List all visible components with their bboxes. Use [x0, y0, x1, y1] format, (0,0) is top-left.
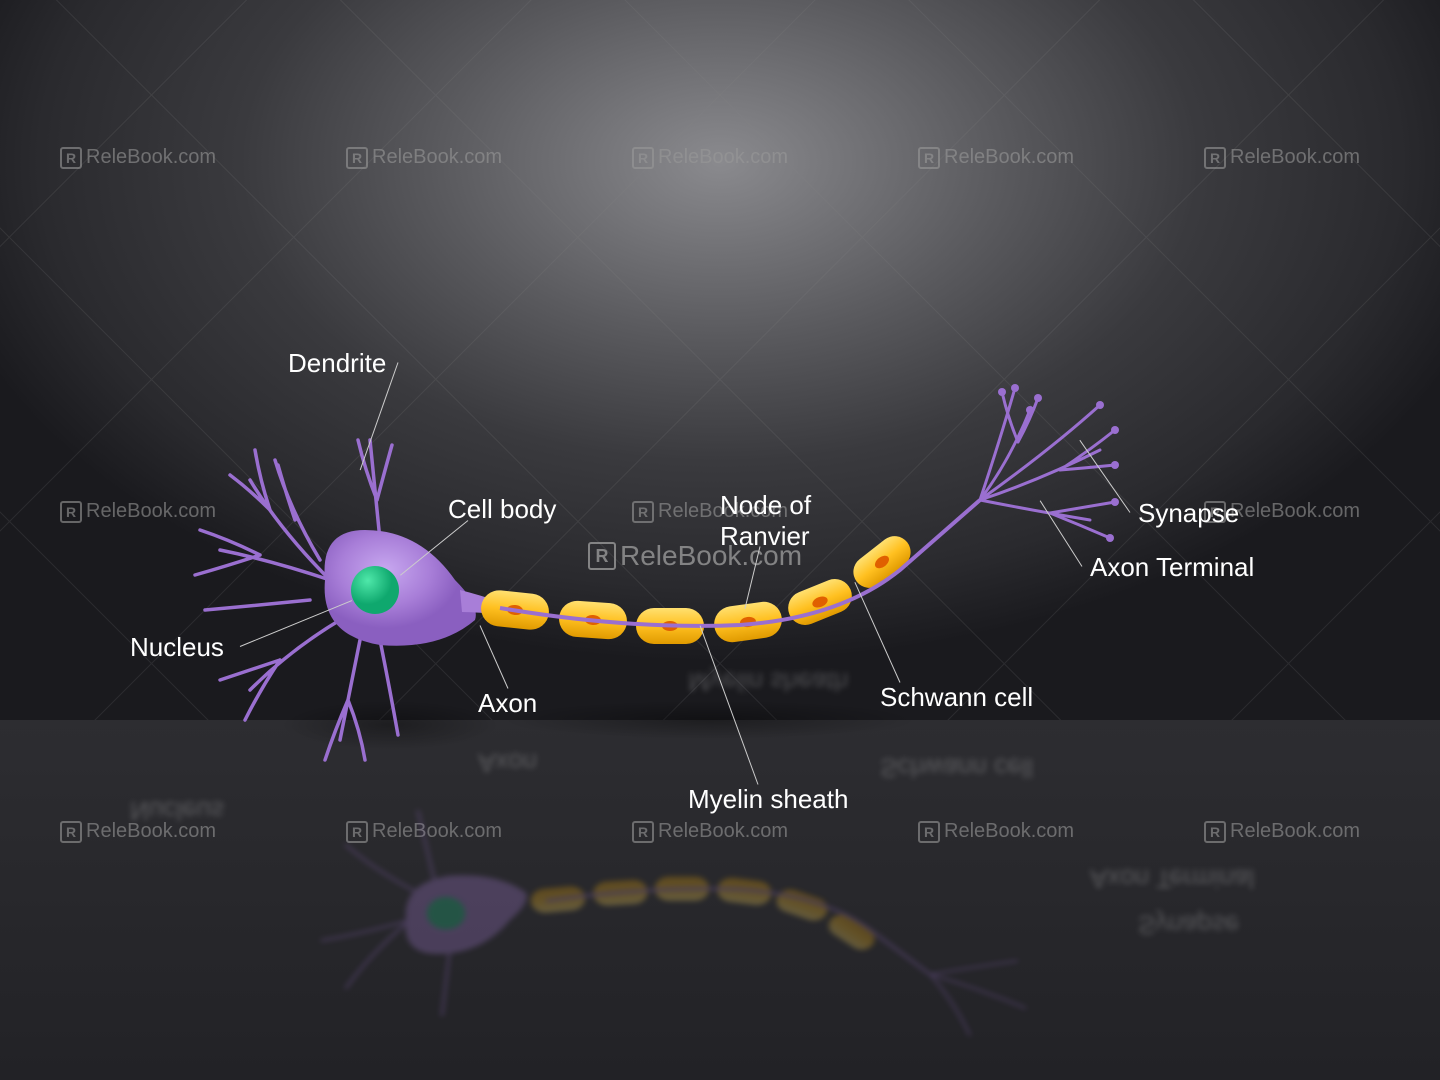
label-reflection: Schwann cell — [880, 752, 1033, 783]
watermark: RReleBook.com — [918, 146, 1074, 169]
label-reflection: Myelin sheath — [688, 666, 848, 697]
label-dendrite: Dendrite — [288, 348, 386, 379]
label-cell-body: Cell body — [448, 494, 556, 525]
watermark: RReleBook.com — [346, 146, 502, 169]
label-reflection: Synapse — [1138, 909, 1239, 940]
label-reflection: Axon Terminal — [1090, 863, 1254, 894]
label-nucleus: Nucleus — [130, 632, 224, 663]
label-axon: Axon — [478, 688, 537, 719]
watermark: RReleBook.com — [1204, 146, 1360, 169]
label-synapse: Synapse — [1138, 498, 1239, 529]
watermark: RReleBook.com — [60, 146, 216, 169]
watermark-text: ReleBook.com — [86, 146, 216, 169]
watermark-text: ReleBook.com — [1230, 146, 1360, 169]
label-myelin-sheath: Myelin sheath — [688, 784, 848, 815]
watermark: RReleBook.com — [632, 146, 788, 169]
label-reflection: Nucleus — [130, 795, 224, 826]
watermark-text: ReleBook.com — [372, 146, 502, 169]
watermark-text: ReleBook.com — [658, 146, 788, 169]
cell-body — [325, 530, 476, 646]
neuron-reflection — [180, 784, 1280, 1056]
synapse-bulbs — [998, 384, 1119, 542]
label-axon-terminal: Axon Terminal — [1090, 552, 1254, 583]
nucleus — [351, 566, 399, 614]
diagram-stage: RReleBook.comRReleBook.comRReleBook.comR… — [0, 0, 1440, 1080]
label-schwann-cell: Schwann cell — [880, 682, 1033, 713]
label-reflection: Axon — [478, 747, 537, 778]
label-node-ranvier: Node ofRanvier — [720, 490, 811, 552]
watermark-text: ReleBook.com — [944, 146, 1074, 169]
